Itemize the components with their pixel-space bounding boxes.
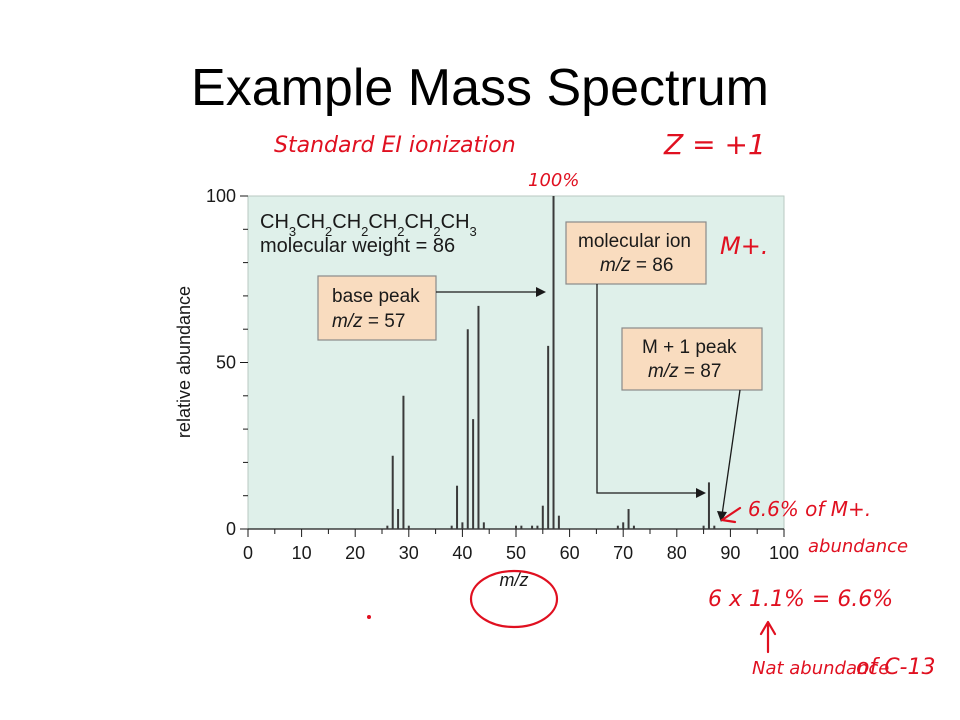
x-tick-label: 100 bbox=[769, 543, 799, 563]
handwritten-calc: 6 x 1.1% = 6.6% bbox=[708, 587, 893, 612]
formula-subscript: 2 bbox=[397, 224, 404, 239]
formula-label: CH3CH2CH2CH2CH2CH3 bbox=[260, 211, 477, 239]
formula-group: CH bbox=[260, 211, 289, 233]
m-plus-1-mz: m/z = 87 bbox=[648, 361, 721, 382]
molecular-weight-label: molecular weight = 86 bbox=[260, 235, 455, 257]
molecular-ion-mz-prefix: m/z bbox=[600, 255, 631, 276]
x-tick-label: 0 bbox=[243, 543, 253, 563]
m-plus-1-box bbox=[621, 327, 763, 391]
handwritten-circle-mz bbox=[469, 569, 559, 629]
molecular-ion-arrowhead bbox=[696, 488, 706, 498]
base-peak-mz-prefix: m/z bbox=[332, 311, 363, 332]
m-plus-1-arrowhead bbox=[717, 511, 727, 522]
x-tick-label: 30 bbox=[399, 543, 419, 563]
formula-group: CH bbox=[441, 211, 470, 233]
base-peak-box bbox=[317, 275, 437, 341]
base-peak-mz: m/z = 57 bbox=[332, 311, 405, 332]
handwritten-arrow-up bbox=[759, 620, 777, 654]
molecular-ion-mz-value: = 86 bbox=[631, 255, 674, 276]
handwritten-charge: Z = +1 bbox=[663, 128, 766, 161]
x-axis-title: m/z bbox=[500, 570, 529, 590]
y-tick-label: 0 bbox=[226, 519, 236, 539]
m-plus-1-mz-value: = 87 bbox=[679, 361, 722, 382]
handwritten-dot bbox=[367, 615, 371, 619]
formula-subscript: 3 bbox=[289, 224, 296, 239]
y-axis-title: relative abundance bbox=[174, 286, 194, 438]
formula-subscript: 2 bbox=[325, 224, 332, 239]
molecular-ion-label: molecular ion bbox=[578, 231, 691, 252]
m-plus-1-label: M + 1 peak bbox=[642, 337, 737, 358]
m-plus-1-arrow bbox=[721, 389, 741, 516]
y-tick-label: 50 bbox=[216, 353, 236, 373]
molecular-ion-arrow bbox=[596, 284, 700, 494]
x-tick-label: 80 bbox=[667, 543, 687, 563]
axis-group: 0 10 20 30 40 50 60 70 80 90 100 0 50 100 bbox=[206, 186, 799, 563]
formula-group: CH bbox=[405, 211, 434, 233]
slide-title: Example Mass Spectrum bbox=[191, 59, 769, 117]
x-tick-label: 40 bbox=[452, 543, 472, 563]
x-tick-label: 70 bbox=[613, 543, 633, 563]
formula-subscript: 3 bbox=[470, 224, 477, 239]
handwritten-arrow-small bbox=[720, 506, 742, 524]
molecular-ion-box bbox=[565, 221, 707, 285]
m-plus-1-mz-prefix: m/z bbox=[648, 361, 679, 382]
base-peak-label: base peak bbox=[332, 286, 420, 307]
handwritten-abundance-note-1: 6.6% of M+. bbox=[748, 497, 871, 521]
y-tick-label: 100 bbox=[206, 186, 236, 206]
x-tick-label: 20 bbox=[345, 543, 365, 563]
x-tick-label: 50 bbox=[506, 543, 526, 563]
formula-subscript: 2 bbox=[361, 224, 368, 239]
x-tick-label: 60 bbox=[560, 543, 580, 563]
base-peak-mz-value: = 57 bbox=[363, 311, 406, 332]
handwritten-100-percent: 100% bbox=[528, 170, 579, 191]
peak-bars bbox=[386, 196, 716, 529]
base-peak-arrowhead bbox=[536, 287, 546, 297]
handwritten-ionization: Standard EI ionization bbox=[274, 133, 516, 158]
molecular-ion-mz: m/z = 86 bbox=[600, 255, 673, 276]
handwritten-m-plus: M+. bbox=[720, 232, 768, 260]
handwritten-abundance-note-2: abundance bbox=[808, 536, 908, 557]
x-tick-label: 10 bbox=[292, 543, 312, 563]
x-tick-label: 90 bbox=[720, 543, 740, 563]
handwritten-nat-abundance: Nat abundance bbox=[752, 658, 889, 679]
formula-group: CH bbox=[368, 211, 397, 233]
handwritten-c13: of C-13 bbox=[856, 655, 936, 680]
formula-group: CH bbox=[296, 211, 325, 233]
formula-group: CH bbox=[332, 211, 361, 233]
formula-subscript: 2 bbox=[433, 224, 440, 239]
